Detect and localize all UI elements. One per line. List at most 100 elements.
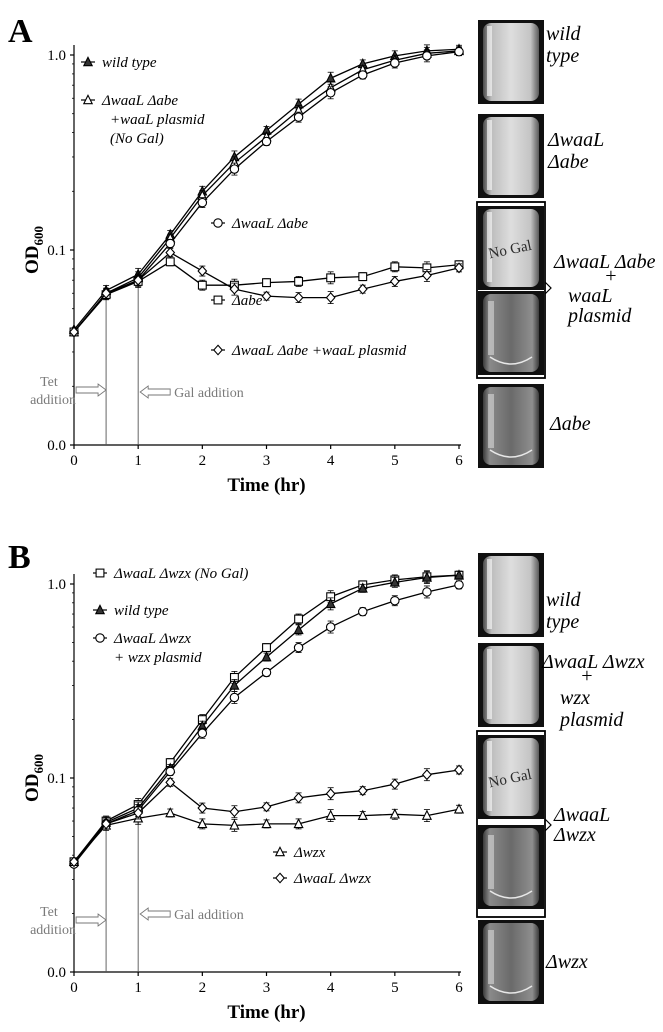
y-axis-title: OD600 <box>22 226 46 274</box>
panel-letter: A <box>8 13 33 50</box>
y-tick-label: 1.0 <box>47 48 66 64</box>
data-point <box>454 262 464 274</box>
data-point <box>421 571 433 582</box>
data-point <box>197 728 208 739</box>
x-tick-label: 2 <box>199 453 207 469</box>
data-point <box>325 292 336 304</box>
tube-photo: No Gal <box>478 206 544 290</box>
data-point <box>389 275 400 287</box>
y-tick-label: 1.0 <box>47 577 66 593</box>
x-tick-label: 0 <box>70 453 78 469</box>
legend-marker <box>95 633 105 643</box>
legend-label: ΔwaaL Δwzx <box>113 631 191 647</box>
tube-photo: No Gal <box>478 735 544 819</box>
data-point <box>325 88 336 98</box>
data-point <box>421 809 433 820</box>
x-tick-label: 0 <box>70 980 78 996</box>
data-point <box>261 817 272 829</box>
data-point <box>454 580 464 590</box>
data-point <box>325 72 336 83</box>
y-tick-label: 0.0 <box>47 965 66 981</box>
data-point <box>261 667 272 678</box>
legend-marker <box>82 94 94 105</box>
data-point <box>197 802 208 814</box>
data-point <box>357 582 368 593</box>
legend-label: ΔwaaL Δabe +waaL plasmid <box>231 343 407 359</box>
data-point <box>197 197 208 208</box>
tet-addition-label: addition <box>30 923 76 938</box>
x-tick-label: 6 <box>455 980 463 996</box>
photo-label: ΔwaaL <box>547 129 604 151</box>
tube-meniscus <box>489 890 533 899</box>
legend-marker <box>213 295 223 305</box>
legend-label: Δabe <box>231 293 263 309</box>
data-point <box>261 801 272 813</box>
tube-photo-body <box>483 23 539 101</box>
legend-label: (No Gal) <box>110 131 164 147</box>
legend-marker <box>95 568 105 578</box>
data-point <box>197 265 208 277</box>
data-point <box>325 622 336 632</box>
tet-addition-label: Tet <box>40 375 58 390</box>
y-tick-label: 0.0 <box>47 438 66 454</box>
data-point <box>229 692 240 703</box>
x-tick-label: 2 <box>199 980 207 996</box>
photo-label: Δabe <box>549 413 591 435</box>
x-tick-label: 3 <box>263 453 271 469</box>
series-line <box>73 808 460 863</box>
data-point <box>101 287 112 299</box>
tube-photo <box>478 643 544 727</box>
data-point <box>357 283 368 295</box>
data-point <box>293 792 304 804</box>
tube-photo-body <box>483 646 539 724</box>
group-label: plasmid <box>566 305 632 327</box>
tube-photo <box>478 20 544 104</box>
x-tick-label: 1 <box>134 453 142 469</box>
tube-highlight <box>487 26 492 96</box>
legend-marker <box>94 604 106 615</box>
tube-highlight <box>488 394 494 448</box>
x-tick-label: 3 <box>263 980 271 996</box>
x-tick-label: 5 <box>391 453 399 469</box>
gal-arrow <box>139 385 171 399</box>
group-label: ΔwaaL <box>553 804 610 826</box>
group-brace <box>544 281 552 295</box>
photo-label: plasmid <box>558 709 624 731</box>
data-point <box>293 112 304 122</box>
data-point <box>261 651 272 662</box>
group-label: waaL <box>568 285 612 307</box>
photo-label: type <box>546 611 579 633</box>
data-point <box>325 597 336 609</box>
data-point <box>165 257 175 267</box>
tube-photo <box>478 384 544 468</box>
photo-label: Δwzx <box>545 951 588 973</box>
data-point <box>133 274 144 286</box>
tube-highlight <box>487 559 492 629</box>
plasmid-group-box <box>476 201 546 379</box>
legend-label: + wzx plasmid <box>114 650 202 666</box>
data-point <box>325 788 336 800</box>
tube-photo <box>478 291 544 375</box>
legend-label: +waaL plasmid <box>110 112 205 128</box>
tet-arrow <box>75 913 107 927</box>
tube-photo-body <box>483 828 539 906</box>
data-point <box>294 614 304 624</box>
tube-highlight <box>488 835 494 889</box>
data-point <box>261 136 272 147</box>
tube-highlight <box>488 930 494 984</box>
data-point <box>357 70 368 80</box>
tube-photo <box>478 825 544 909</box>
data-point <box>262 643 271 653</box>
x-tick-label: 5 <box>391 980 399 996</box>
gal-addition-label: Gal addition <box>174 386 244 401</box>
panel-letter: B <box>8 539 31 576</box>
data-point <box>197 817 208 829</box>
data-point <box>229 806 240 818</box>
panel-a: A 0.0 0.1 1.0 0 1 2 3 4 5 6 Time (hr) OD600 Tet additi… <box>8 13 656 496</box>
data-point <box>229 164 240 174</box>
data-point <box>421 769 432 781</box>
photo-label: Δabe <box>547 151 589 173</box>
x-tick-label: 1 <box>134 980 142 996</box>
data-point <box>229 819 240 830</box>
